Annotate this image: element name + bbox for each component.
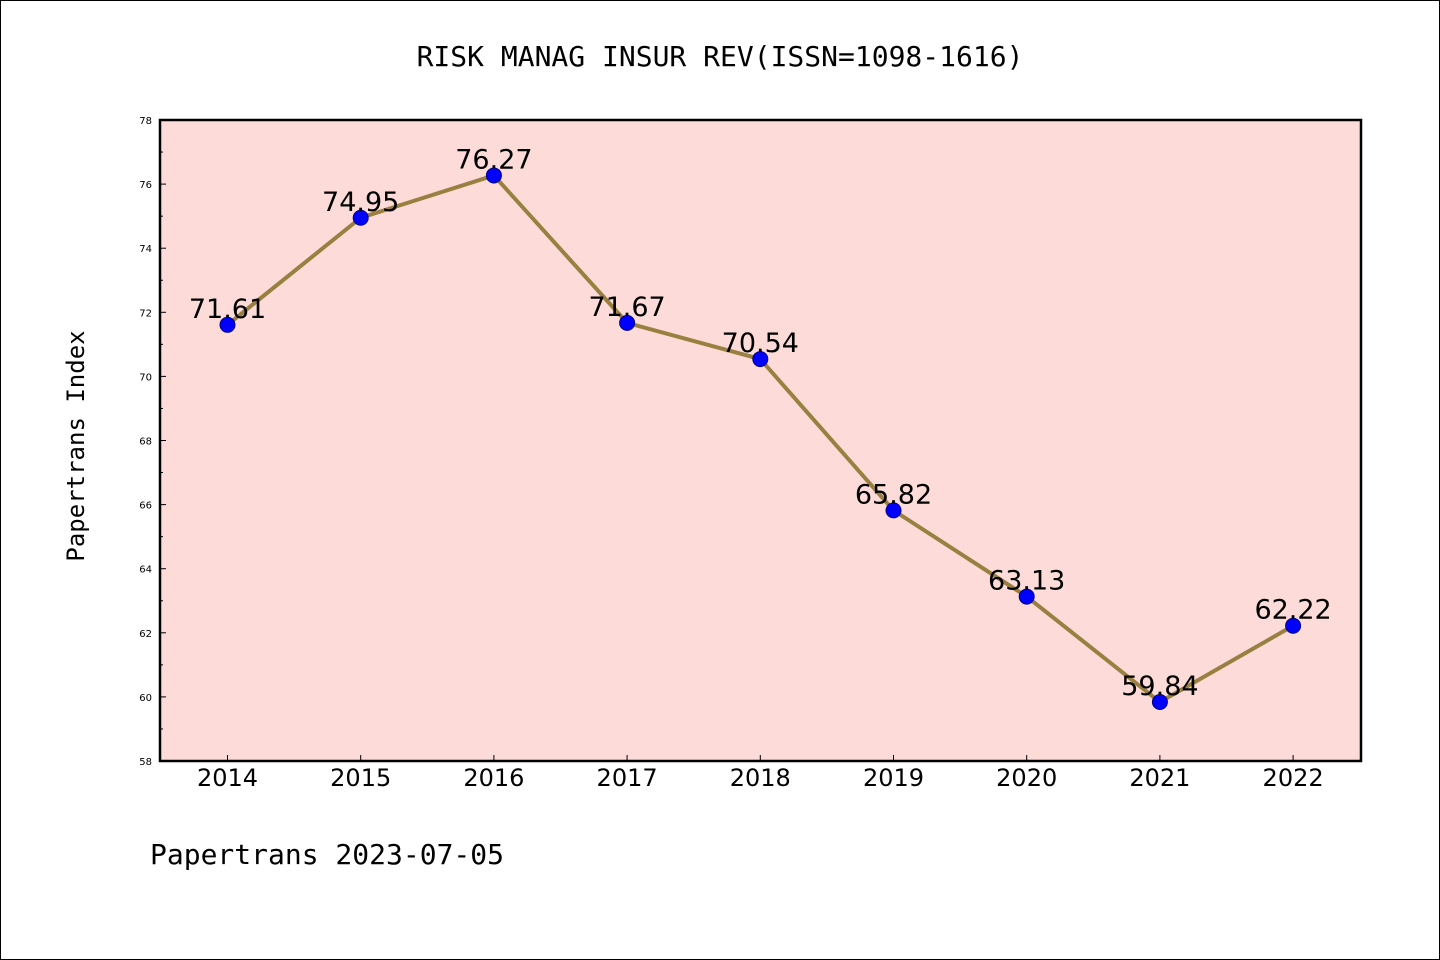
data-label: 59.84 (1121, 671, 1198, 702)
data-point (885, 502, 902, 519)
x-tick-label: 2016 (463, 764, 524, 792)
chart-title: RISK MANAG INSUR REV(ISSN=1098-1616) (417, 40, 1024, 73)
y-tick-label: 66 (139, 501, 152, 512)
y-tick-label: 78 (139, 116, 152, 127)
data-labels: 71.61 74.95 76.27 71.67 70.54 65.82 63.13 59.84… (189, 144, 1332, 702)
x-tick-label: 2015 (330, 764, 391, 792)
x-tick-label: 2020 (996, 764, 1057, 792)
y-tick-label: 76 (139, 180, 152, 191)
data-label: 74.95 (322, 187, 399, 218)
x-tick-label: 2018 (730, 764, 791, 792)
x-tick-label: 2017 (597, 764, 658, 792)
x-tick-label: 2021 (1129, 764, 1190, 792)
y-tick-label: 58 (139, 757, 152, 768)
data-label: 76.27 (455, 144, 532, 175)
x-axis: 2014 2015 2016 2017 2018 2019 2020 2021 2022 (197, 755, 1324, 792)
x-tick-label: 2019 (863, 764, 924, 792)
y-tick-label: 60 (139, 693, 152, 704)
data-point (619, 314, 636, 331)
data-point (485, 167, 502, 184)
data-point (352, 209, 369, 226)
x-tick-label: 2022 (1263, 764, 1324, 792)
y-tick-label: 68 (139, 437, 152, 448)
data-label: 65.82 (855, 479, 932, 510)
plot-border (158, 118, 1363, 763)
data-label: 71.61 (189, 294, 266, 325)
data-point (1285, 617, 1302, 634)
x-tick-label: 2014 (197, 764, 258, 792)
data-label: 71.67 (588, 292, 665, 323)
series-markers (219, 167, 1302, 711)
data-label: 62.22 (1254, 595, 1331, 626)
y-tick-label: 70 (139, 372, 152, 383)
data-label: 63.13 (988, 566, 1065, 597)
plot-area (160, 120, 1361, 761)
data-point (1018, 588, 1035, 605)
data-point (219, 316, 236, 333)
footer-text: Papertrans 2023-07-05 (150, 838, 504, 871)
data-label: 70.54 (722, 328, 799, 359)
y-tick-label: 64 (139, 565, 152, 576)
data-point (752, 351, 769, 368)
y-axis-label: Papertrans Index (62, 330, 90, 561)
y-tick-label: 74 (139, 244, 152, 255)
data-point (1151, 694, 1168, 711)
y-tick-label: 62 (139, 629, 152, 640)
y-tick-label: 72 (139, 308, 152, 319)
